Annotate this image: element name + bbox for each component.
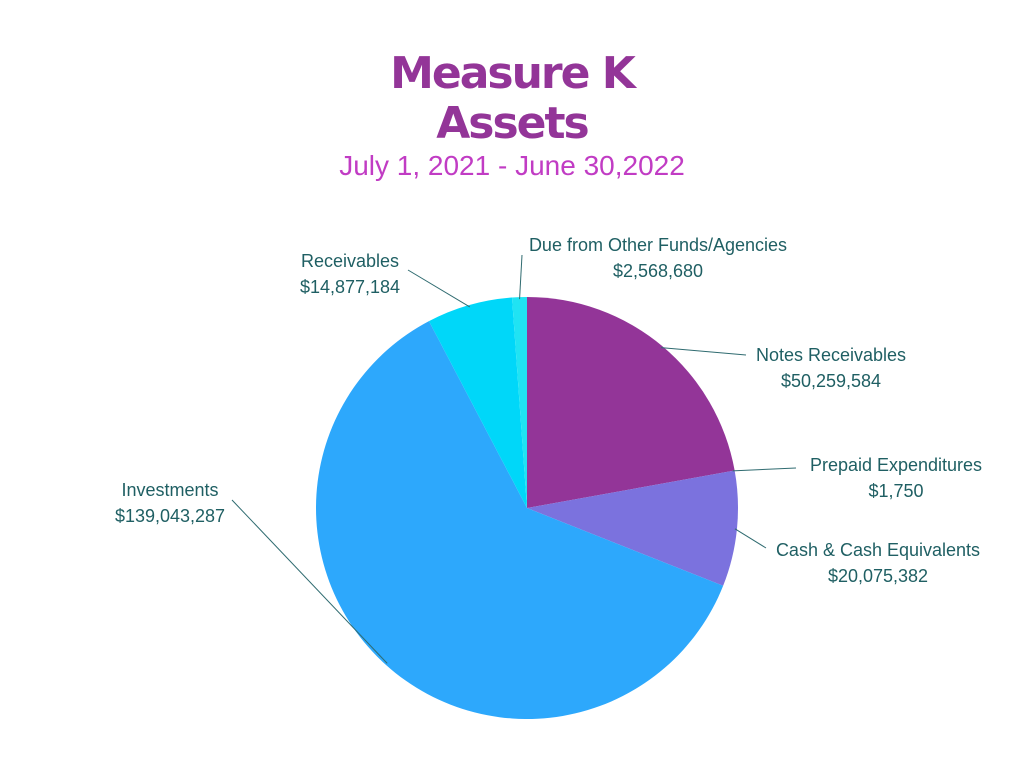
leader-line-due-from-other-funds-agencies bbox=[519, 254, 523, 300]
pie-slice-prepaid-expenditures bbox=[527, 470, 735, 508]
slice-label-notes-receivables: Notes Receivables bbox=[756, 345, 906, 365]
leader-lines bbox=[231, 254, 797, 664]
pie-slice-cash-cash-equivalents bbox=[527, 470, 738, 586]
slice-labels: Notes Receivables $50,259,584 Prepaid Expe… bbox=[115, 235, 982, 586]
slice-label-prepaid-expenditures: Prepaid Expenditures bbox=[810, 455, 982, 475]
slice-label-due-from-other-funds-agencies: Due from Other Funds/Agencies bbox=[529, 235, 787, 255]
leader-line-prepaid-expenditures bbox=[732, 467, 797, 472]
slice-value-investments: $139,043,287 bbox=[115, 506, 225, 526]
chart-title-line2: Assets bbox=[436, 98, 590, 149]
leader-line-notes-receivables bbox=[660, 347, 747, 356]
slice-value-notes-receivables: $50,259,584 bbox=[781, 371, 881, 391]
slice-value-cash-cash-equivalents: $20,075,382 bbox=[828, 566, 928, 586]
leader-line-receivables bbox=[407, 269, 471, 308]
pie-slice-notes-receivables bbox=[527, 297, 735, 508]
pie-slice-due-from-other-funds-agencies bbox=[511, 297, 527, 508]
leader-line-investments bbox=[231, 499, 388, 664]
chart-subtitle: July 1, 2021 - June 30,2022 bbox=[339, 150, 685, 181]
slice-label-receivables: Receivables bbox=[301, 251, 399, 271]
slice-value-due-from-other-funds-agencies: $2,568,680 bbox=[613, 261, 703, 281]
slice-label-investments: Investments bbox=[121, 480, 218, 500]
leader-line-cash-cash-equivalents bbox=[734, 528, 767, 549]
pie-slice-investments bbox=[315, 321, 724, 720]
slice-label-cash-cash-equivalents: Cash & Cash Equivalents bbox=[776, 540, 980, 560]
chart-title-line1: Measure K bbox=[390, 48, 636, 99]
pie-slice-receivables bbox=[428, 297, 527, 508]
pie-slices bbox=[315, 297, 738, 720]
slice-value-receivables: $14,877,184 bbox=[300, 277, 400, 297]
slice-value-prepaid-expenditures: $1,750 bbox=[868, 481, 923, 501]
